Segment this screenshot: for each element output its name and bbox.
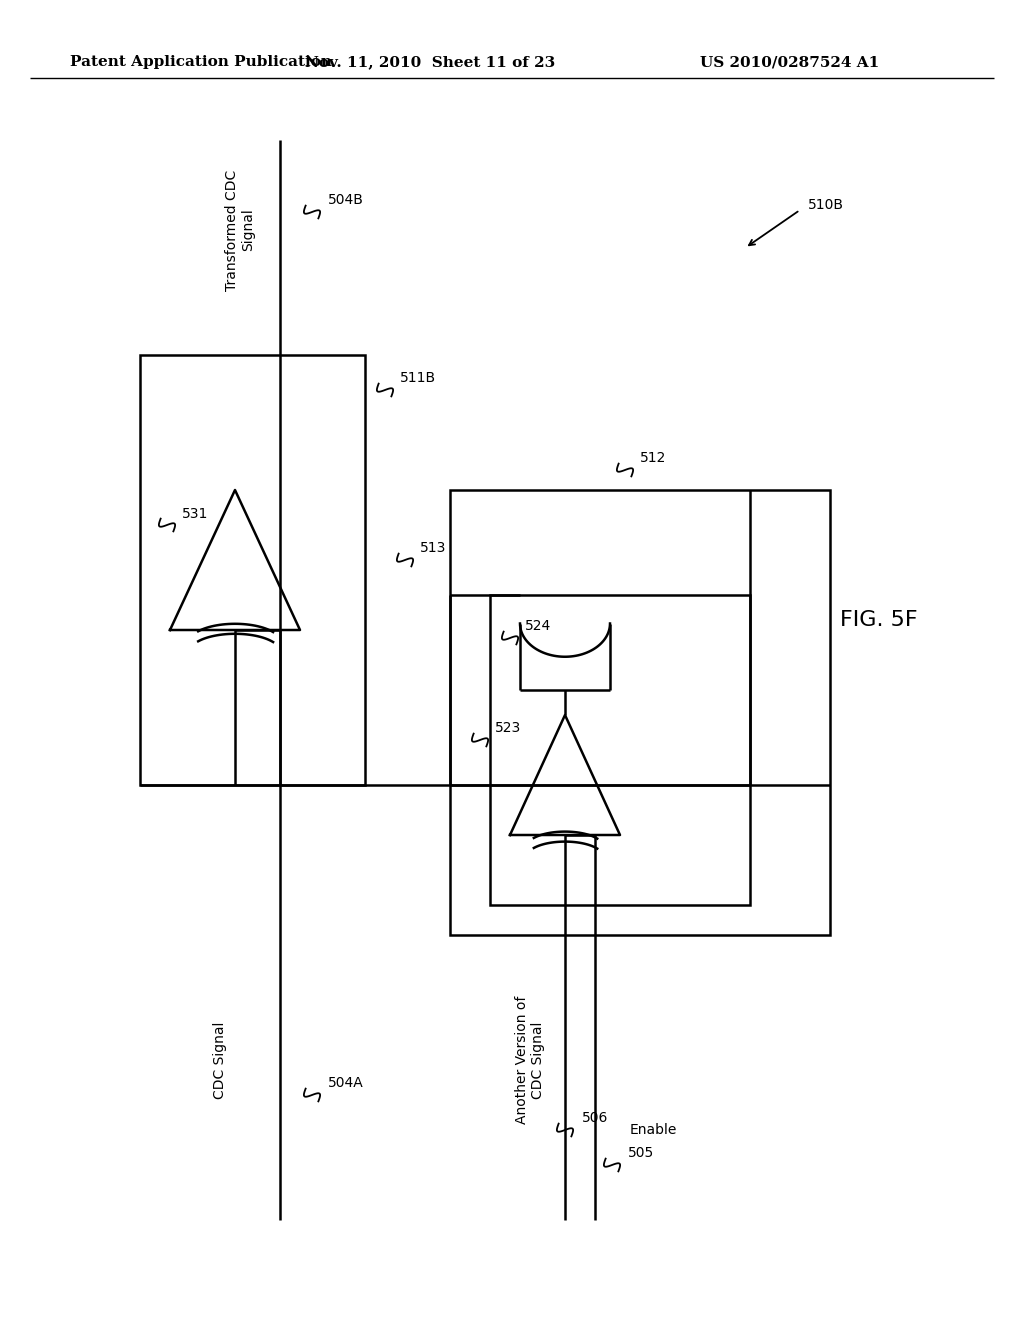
Text: Enable: Enable: [630, 1123, 677, 1137]
Text: 510B: 510B: [808, 198, 844, 213]
Text: 506: 506: [582, 1111, 608, 1125]
Text: US 2010/0287524 A1: US 2010/0287524 A1: [700, 55, 880, 69]
Text: 524: 524: [525, 619, 551, 634]
Bar: [450, 490, 830, 935]
Text: Transformed CDC
Signal: Transformed CDC Signal: [225, 169, 255, 290]
Text: Nov. 11, 2010  Sheet 11 of 23: Nov. 11, 2010 Sheet 11 of 23: [305, 55, 555, 69]
Text: 523: 523: [495, 721, 521, 735]
Text: 504B: 504B: [328, 193, 364, 207]
Text: 511B: 511B: [400, 371, 436, 385]
Text: 513: 513: [420, 541, 446, 554]
Text: 505: 505: [628, 1146, 654, 1160]
Text: 531: 531: [182, 507, 208, 521]
Text: 512: 512: [640, 451, 667, 465]
Bar: [490, 595, 750, 906]
Text: Patent Application Publication: Patent Application Publication: [70, 55, 332, 69]
Text: FIG. 5F: FIG. 5F: [840, 610, 918, 630]
Text: CDC Signal: CDC Signal: [213, 1022, 227, 1098]
Text: 504A: 504A: [328, 1076, 364, 1090]
Bar: [140, 355, 365, 785]
Text: Another Version of
CDC Signal: Another Version of CDC Signal: [515, 995, 545, 1125]
